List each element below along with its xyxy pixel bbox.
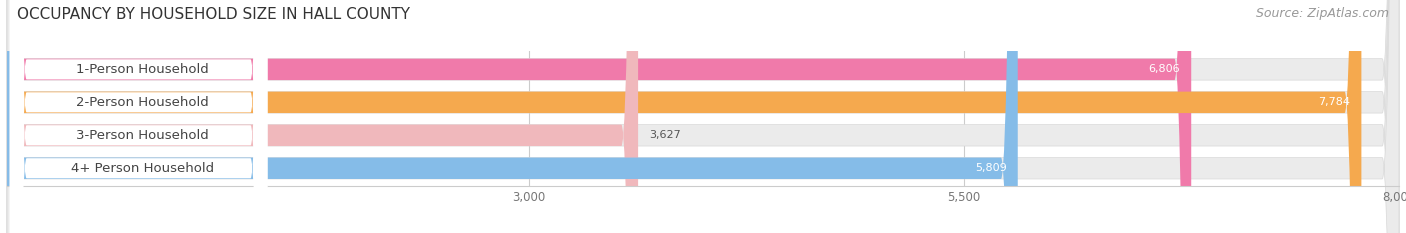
Text: 6,806: 6,806 bbox=[1149, 64, 1180, 74]
FancyBboxPatch shape bbox=[7, 0, 1018, 233]
Text: 3-Person Household: 3-Person Household bbox=[76, 129, 209, 142]
Text: 7,784: 7,784 bbox=[1319, 97, 1350, 107]
FancyBboxPatch shape bbox=[7, 0, 1399, 233]
FancyBboxPatch shape bbox=[10, 0, 267, 233]
Text: 4+ Person Household: 4+ Person Household bbox=[72, 162, 214, 175]
FancyBboxPatch shape bbox=[7, 0, 638, 233]
Text: 2-Person Household: 2-Person Household bbox=[76, 96, 209, 109]
FancyBboxPatch shape bbox=[7, 0, 1399, 233]
Text: 3,627: 3,627 bbox=[650, 130, 681, 140]
FancyBboxPatch shape bbox=[7, 0, 1361, 233]
Text: 1-Person Household: 1-Person Household bbox=[76, 63, 209, 76]
FancyBboxPatch shape bbox=[10, 0, 267, 233]
Text: Source: ZipAtlas.com: Source: ZipAtlas.com bbox=[1256, 7, 1389, 20]
Text: 5,809: 5,809 bbox=[974, 163, 1007, 173]
FancyBboxPatch shape bbox=[10, 0, 267, 233]
FancyBboxPatch shape bbox=[7, 0, 1399, 233]
FancyBboxPatch shape bbox=[7, 0, 1191, 233]
FancyBboxPatch shape bbox=[7, 0, 1399, 233]
Text: OCCUPANCY BY HOUSEHOLD SIZE IN HALL COUNTY: OCCUPANCY BY HOUSEHOLD SIZE IN HALL COUN… bbox=[17, 7, 411, 22]
FancyBboxPatch shape bbox=[10, 0, 267, 233]
